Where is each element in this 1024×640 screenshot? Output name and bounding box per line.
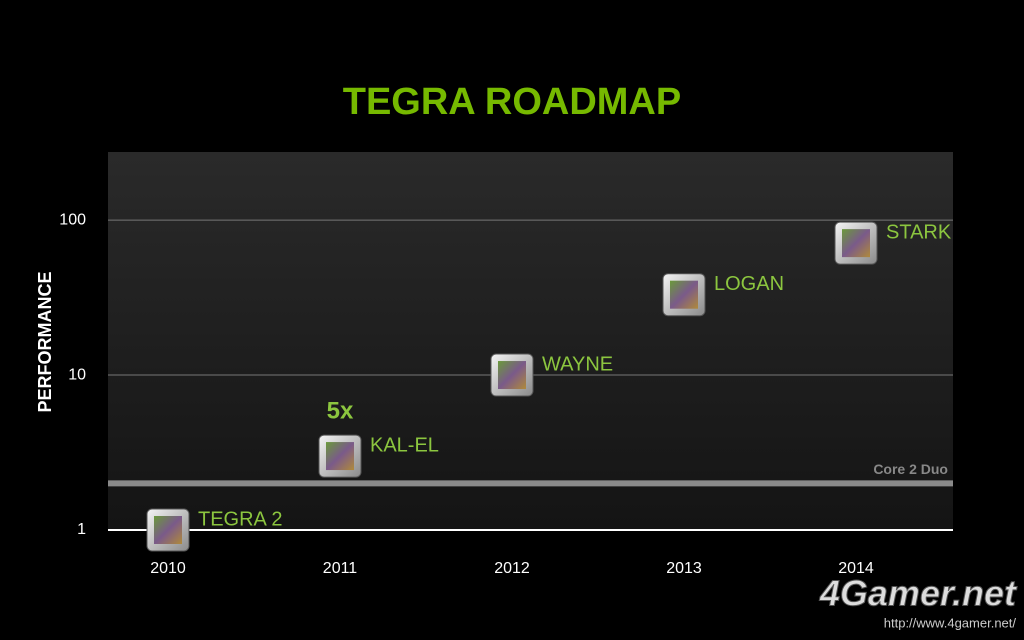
point-label: TEGRA 2 [198, 508, 282, 530]
watermark-url: http://www.4gamer.net/ [884, 615, 1017, 630]
chip-core [842, 229, 870, 258]
y-axis-label: PERFORMANCE [35, 271, 55, 412]
chip-marker [662, 273, 706, 317]
x-tick-label: 2011 [323, 560, 358, 577]
point-label: WAYNE [542, 353, 613, 375]
chip-core [326, 442, 354, 471]
point-label: KAL-EL [370, 434, 439, 456]
chip-core [498, 361, 526, 390]
x-tick-label: 2010 [150, 560, 186, 577]
chip-marker [146, 508, 190, 552]
y-tick-label: 100 [59, 211, 86, 228]
chip-core [670, 280, 698, 309]
chart-title: TEGRA ROADMAP [343, 81, 681, 123]
chip-marker [834, 221, 878, 265]
point-label: LOGAN [714, 273, 784, 295]
watermark-logo: 4Gamer.net [819, 573, 1018, 614]
chip-core [154, 516, 182, 544]
point-label: STARK [886, 221, 952, 243]
plot-area [108, 152, 953, 530]
reference-label: Core 2 Duo [873, 461, 948, 477]
annotation: 5x [327, 397, 354, 424]
chip-marker [318, 434, 362, 478]
x-tick-label: 2013 [666, 560, 702, 577]
chip-marker [490, 353, 534, 397]
x-tick-label: 2014 [838, 560, 874, 577]
y-tick-label: 10 [68, 366, 86, 383]
x-tick-label: 2012 [494, 560, 530, 577]
y-tick-label: 1 [77, 521, 86, 538]
